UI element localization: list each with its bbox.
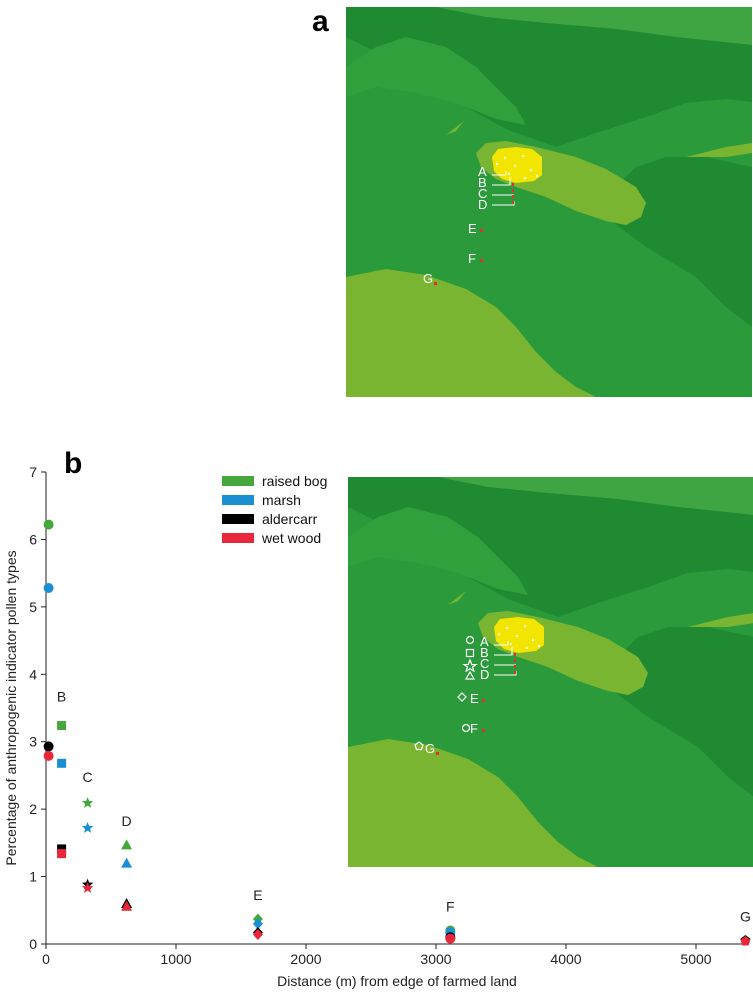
inset-marker-f (461, 723, 471, 733)
data-point-wet-wood-triangle (121, 900, 133, 911)
legend-label-marsh: marsh (262, 492, 301, 508)
site-label-g: G (740, 909, 751, 925)
inset-marker-b (465, 648, 475, 658)
legend-label-aldercarr: aldercarr (262, 511, 318, 527)
data-point-raised-bog-star (81, 797, 94, 808)
y-tick-label: 1 (29, 869, 37, 885)
data-point-marsh-circle (43, 582, 54, 593)
site-label-e: E (253, 887, 262, 903)
map-b-label-f: F (470, 721, 478, 736)
data-point-raised-bog-triangle (121, 839, 133, 850)
map-b-label-e: E (470, 691, 479, 706)
legend-swatch-wet-wood (222, 533, 254, 543)
map-a: A B C D E F G (345, 6, 753, 398)
legend-label-raised-bog: raised bog (262, 473, 327, 489)
site-label-c: C (83, 769, 93, 785)
legend-swatch-raised-bog (222, 476, 254, 486)
x-tick-label: 5000 (680, 951, 711, 967)
site-label-d: D (122, 813, 132, 829)
x-axis-title: Distance (m) from edge of farmed land (277, 973, 517, 989)
x-tick-label: 3000 (420, 951, 451, 967)
x-ticks: 0 1000 2000 3000 4000 5000 (42, 944, 712, 967)
x-tick-label: 4000 (550, 951, 581, 967)
legend-swatch-aldercarr (222, 514, 254, 524)
panel-letter-b: b (64, 447, 82, 480)
data-points (43, 519, 751, 946)
inset-marker-c (462, 658, 478, 673)
map-a-label-b: B (478, 175, 487, 190)
panel-letter-a: a (312, 5, 329, 38)
map-a-label-e: E (468, 221, 477, 236)
map-b-label-d: D (480, 667, 489, 682)
x-tick-label: 1000 (160, 951, 191, 967)
data-point-raised-bog-square (57, 721, 67, 731)
map-b-label-a: A (480, 634, 489, 649)
y-tick-label: 7 (29, 464, 37, 480)
y-tick-label: 5 (29, 599, 37, 615)
map-a-label-g: G (423, 271, 433, 286)
map-a-label-c: C (478, 186, 487, 201)
x-tick-label: 0 (42, 951, 50, 967)
data-point-aldercarr-square (57, 844, 67, 854)
data-point-wet-wood-square (57, 849, 67, 859)
data-point-aldercarr-circle (43, 741, 54, 752)
data-point-marsh-diamond (252, 918, 263, 930)
map-a-label-f: F (468, 251, 476, 266)
map-b-label-g: G (425, 741, 435, 756)
data-point-raised-bog-circle (43, 519, 54, 530)
data-point-wet-wood-pentagon (740, 936, 751, 946)
data-point-marsh-star (81, 822, 94, 833)
legend: raised bog marsh aldercarr wet wood (222, 473, 327, 546)
legend-label-wet-wood: wet wood (261, 530, 321, 546)
map-a-label-d: D (478, 197, 487, 212)
data-point-wet-wood-circle (43, 750, 54, 761)
data-point-wet-wood-circle (445, 933, 456, 944)
inset-marker-e (457, 692, 467, 702)
y-tick-label: 3 (29, 734, 37, 750)
y-tick-label: 6 (29, 531, 37, 547)
inset-marker-d (464, 670, 476, 680)
x-tick-label: 2000 (290, 951, 321, 967)
site-label-f: F (446, 899, 455, 915)
y-axis-title: Percentage of anthropogenic indicator po… (3, 550, 19, 865)
data-point-wet-wood-diamond (252, 929, 263, 941)
map-b-label-c: C (480, 656, 489, 671)
plot-axes: 0 1000 2000 3000 4000 5000 0 1 2 3 4 5 6 7 Distance … (3, 464, 748, 989)
map-a-label-a: A (478, 164, 487, 179)
legend-swatch-marsh (222, 495, 254, 505)
site-label-b: B (57, 688, 66, 704)
inset-marker-a (465, 635, 475, 645)
map-b-inset: A B C D E F G (347, 476, 753, 868)
map-b-label-b: B (480, 645, 489, 660)
y-ticks: 0 1 2 3 4 5 6 7 (29, 464, 46, 952)
data-point-wet-wood-star (81, 882, 94, 893)
y-tick-label: 0 (29, 936, 37, 952)
y-tick-label: 4 (29, 666, 37, 682)
inset-marker-g (414, 741, 424, 751)
data-point-marsh-square (57, 758, 67, 768)
data-point-marsh-triangle (121, 857, 133, 868)
y-tick-label: 2 (29, 801, 37, 817)
